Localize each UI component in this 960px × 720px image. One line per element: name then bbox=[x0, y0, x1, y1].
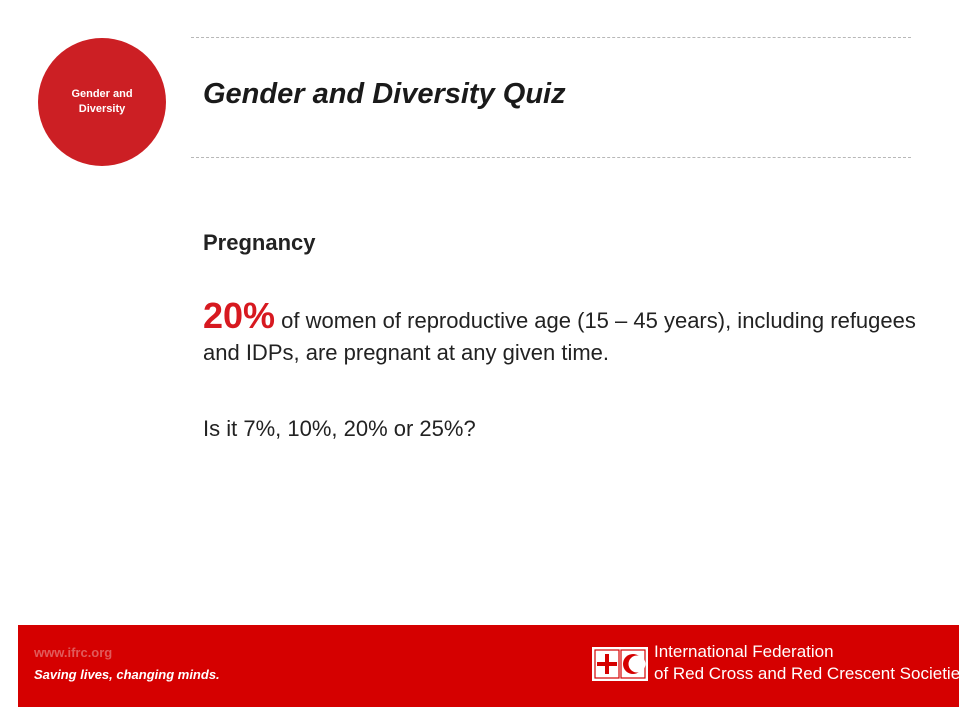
top-divider bbox=[191, 37, 911, 38]
organisation-name: International Federation of Red Cross an… bbox=[654, 641, 960, 685]
website-link[interactable]: www.ifrc.org bbox=[34, 645, 113, 660]
topic-badge: Gender and Diversity bbox=[38, 38, 166, 166]
slide-body: Pregnancy 20% of women of reproductive a… bbox=[203, 226, 923, 445]
topic-badge-line2: Diversity bbox=[78, 103, 126, 115]
red-cross-red-crescent-emblem-icon bbox=[592, 647, 648, 681]
quiz-question: Is it 7%, 10%, 20% or 25%? bbox=[203, 416, 476, 441]
statistic-paragraph: 20% of women of reproductive age (15 – 4… bbox=[203, 298, 923, 369]
organisation-name-line2: of Red Cross and Red Crescent Societies bbox=[654, 664, 960, 683]
organisation-name-line1: International Federation bbox=[654, 642, 834, 661]
statistic-value: 20% bbox=[203, 295, 276, 336]
section-heading: Pregnancy bbox=[203, 230, 316, 255]
footer-tagline: Saving lives, changing minds. bbox=[34, 667, 220, 682]
emblem-graphic bbox=[594, 649, 646, 679]
statistic-text: of women of reproductive age (15 – 45 ye… bbox=[203, 308, 916, 365]
footer-bar: www.ifrc.org Saving lives, changing mind… bbox=[18, 625, 960, 707]
topic-badge-line1: Gender and bbox=[71, 88, 133, 100]
topic-badge-label: Gender and Diversity bbox=[57, 87, 147, 117]
title-divider bbox=[191, 157, 911, 158]
slide-title: Gender and Diversity Quiz bbox=[203, 78, 566, 110]
